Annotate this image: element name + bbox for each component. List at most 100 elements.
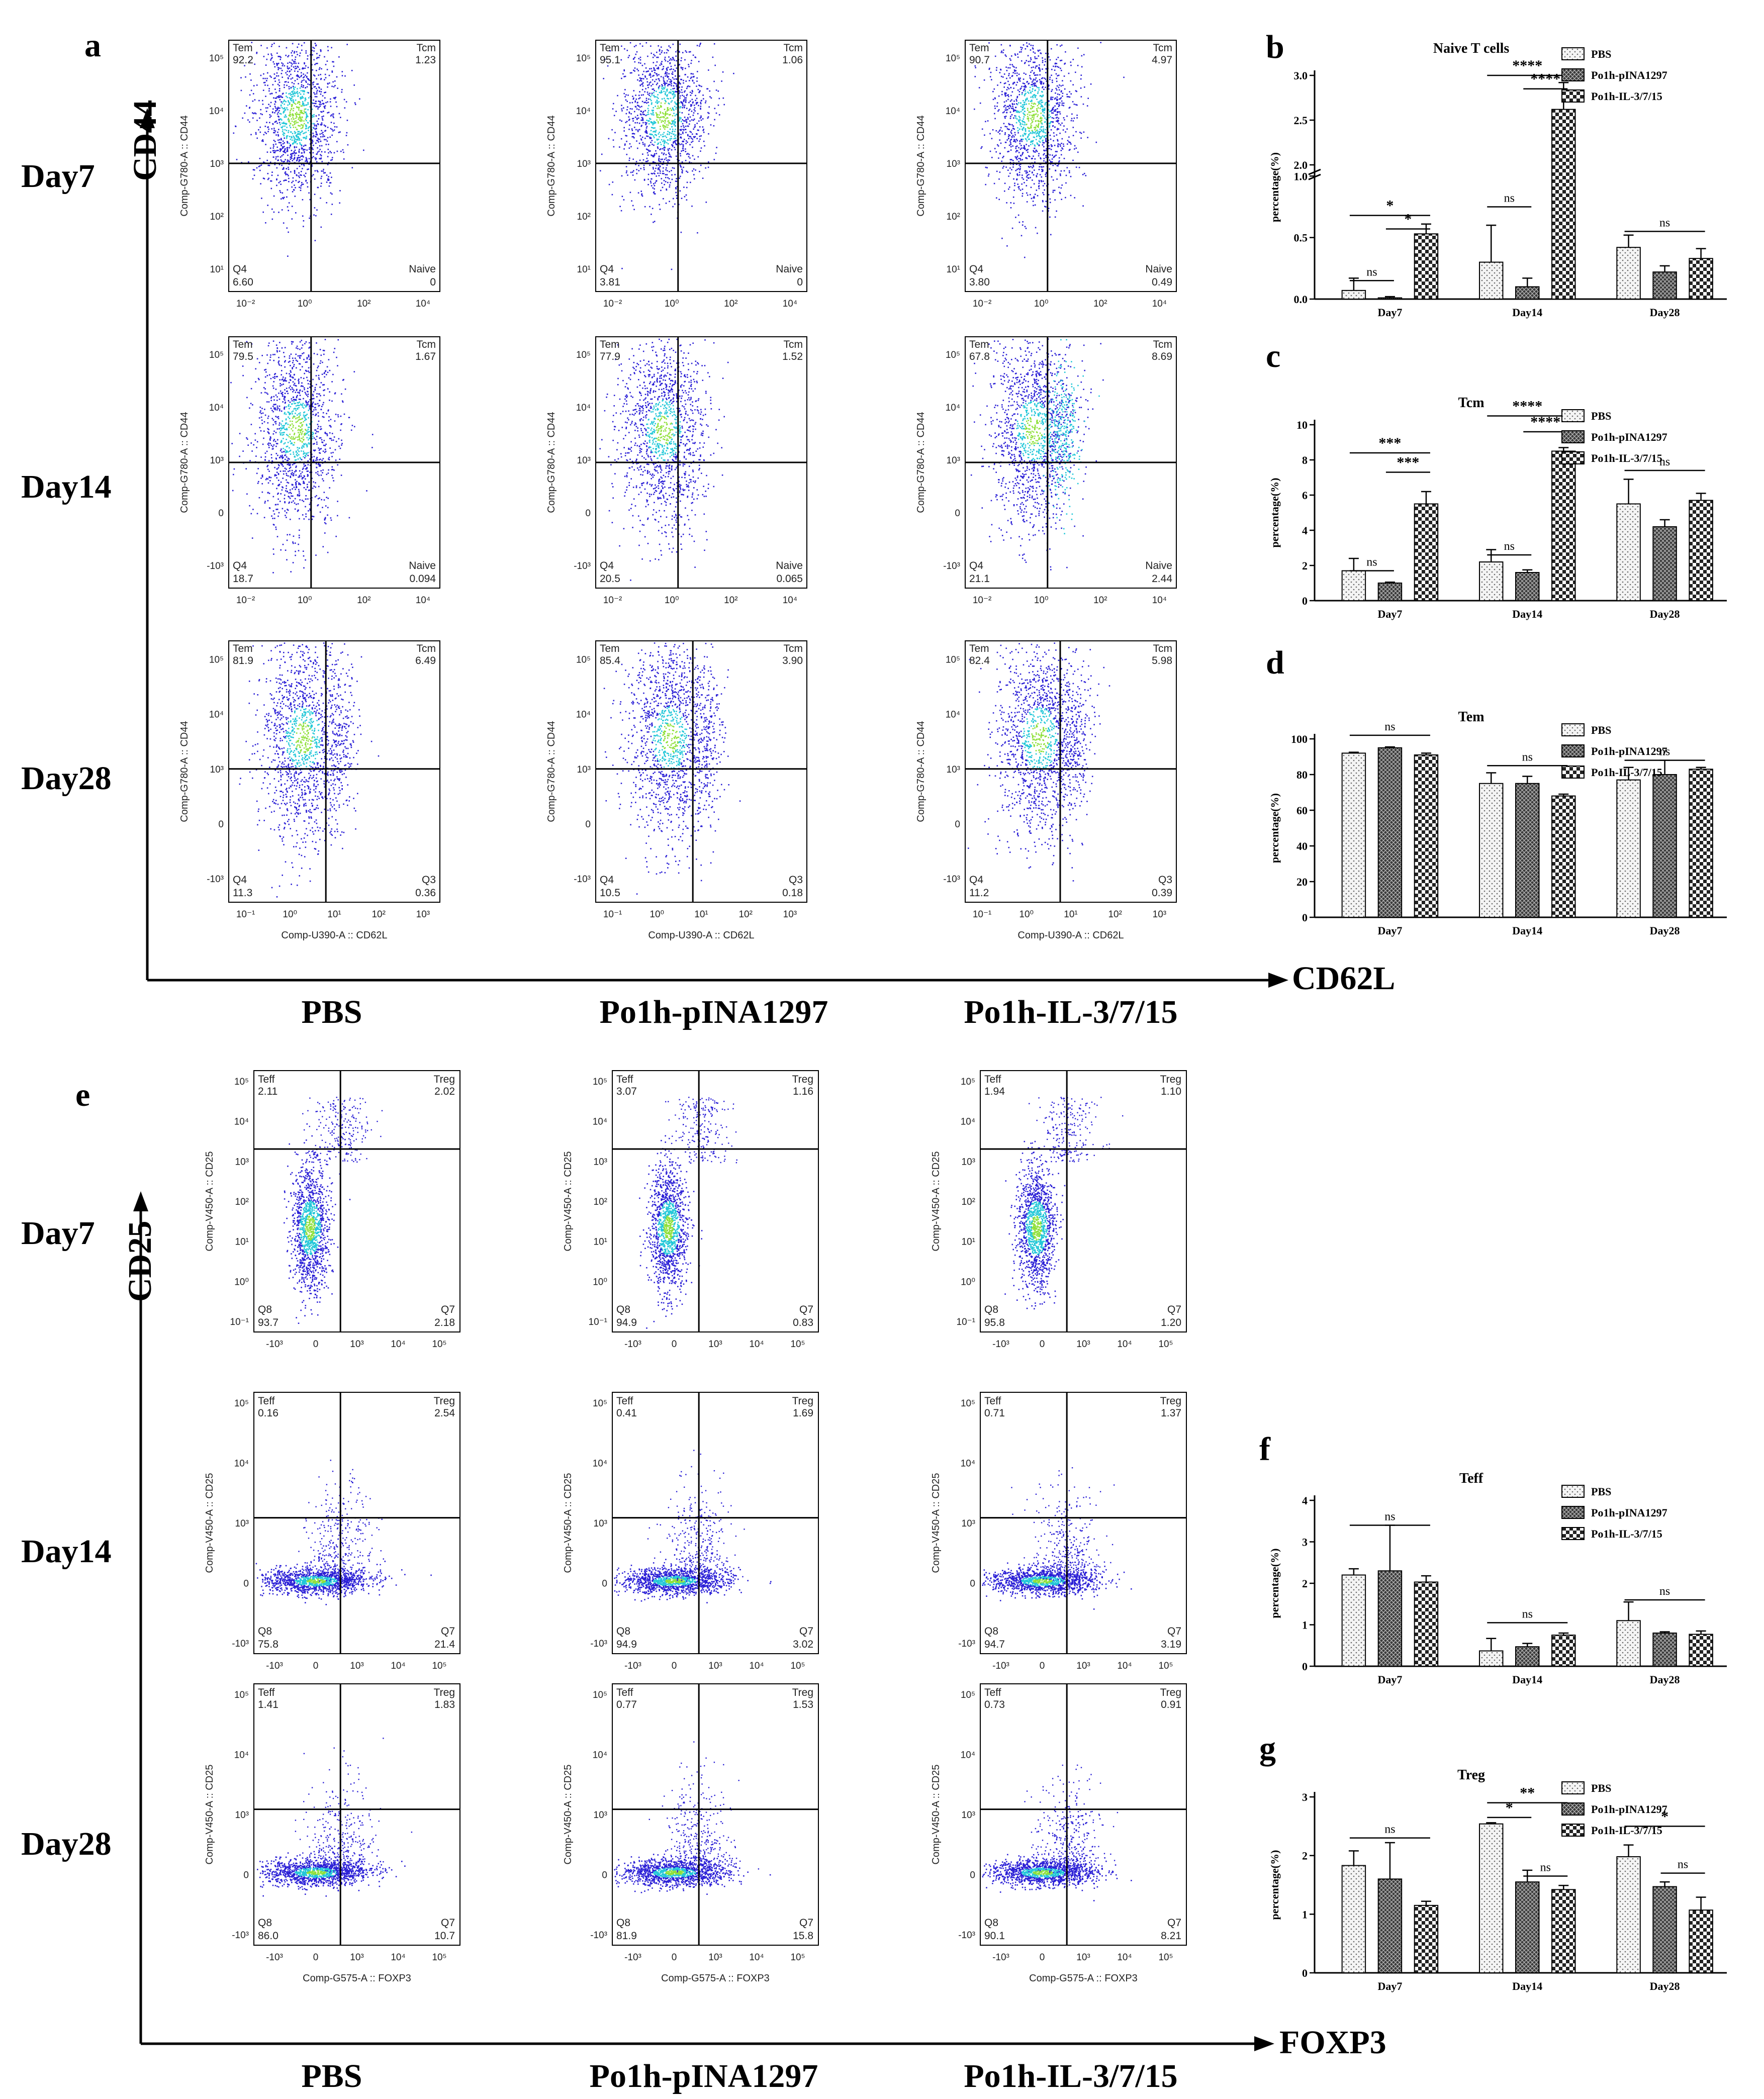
flow-dot — [307, 58, 308, 60]
flow-dot — [280, 149, 281, 150]
flow-dot — [630, 172, 632, 173]
flow-dot — [338, 132, 340, 133]
flow-dot — [281, 73, 283, 74]
flow-dot — [683, 120, 685, 122]
flow-dot — [692, 155, 694, 157]
flow-dot — [289, 125, 291, 127]
flow-dot — [292, 191, 294, 193]
flow-dot — [644, 91, 645, 92]
flow-dot — [344, 99, 345, 101]
flow-dot — [669, 201, 670, 203]
flow-dot — [637, 130, 639, 131]
flow-dot — [278, 79, 280, 81]
flow-dot — [1035, 82, 1036, 84]
flow-dot — [642, 74, 643, 75]
flow-dot — [1032, 108, 1033, 109]
flow-dot — [659, 204, 660, 206]
flow-dot — [671, 138, 673, 140]
flow-dot — [1004, 147, 1006, 149]
flow-dot — [1074, 148, 1075, 150]
flow-dot — [646, 98, 647, 100]
flow-dot — [291, 87, 292, 88]
flow-dot — [692, 134, 693, 135]
flow-dot — [325, 139, 327, 141]
flow-dot — [327, 83, 329, 85]
flow-dot — [699, 44, 701, 45]
flow-dot — [295, 66, 297, 67]
flow-dot — [1010, 144, 1012, 145]
flow-dot — [686, 140, 687, 142]
flow-dot — [271, 44, 273, 45]
flow-dot — [1066, 175, 1067, 176]
flow-dot — [306, 117, 307, 118]
flow-dot — [1045, 174, 1047, 175]
flow-dot — [1039, 188, 1040, 189]
flow-dot — [638, 105, 639, 107]
flow-dot — [316, 91, 318, 93]
flow-dot — [647, 136, 649, 137]
flow-dot — [300, 76, 302, 77]
flow-dot — [667, 117, 668, 119]
flow-dot — [281, 139, 282, 141]
flow-dot — [314, 207, 316, 209]
flow-dot — [1020, 87, 1022, 89]
flow-dot — [1040, 157, 1041, 159]
flow-dot — [275, 158, 276, 160]
flow-dot — [1038, 114, 1039, 116]
flow-dot — [256, 53, 257, 54]
flow-dot — [1033, 83, 1034, 84]
flow-dot — [273, 63, 275, 65]
flow-dot — [276, 167, 278, 169]
flow-dot — [295, 142, 297, 144]
flow-dot — [674, 60, 675, 61]
flow-dot — [667, 72, 668, 74]
flow-dot — [671, 85, 672, 86]
flow-y-axis-label: Comp-G780-A :: CD44 — [546, 115, 557, 216]
flow-dot — [1038, 67, 1040, 69]
flow-dot — [1052, 155, 1053, 156]
flow-dot — [1076, 148, 1077, 149]
flow-dot — [680, 106, 682, 108]
flow-dot — [1045, 87, 1046, 88]
flow-dot — [1049, 168, 1051, 170]
flow-dot — [662, 187, 664, 188]
flow-dot — [671, 83, 672, 84]
flow-dot — [664, 184, 665, 185]
flow-dot — [280, 181, 281, 182]
flow-dot — [337, 87, 338, 89]
flow-dot — [343, 158, 345, 160]
flow-dot — [1038, 87, 1040, 89]
flow-dot — [674, 122, 675, 123]
flow-dot — [1066, 128, 1068, 130]
flow-dot — [691, 76, 692, 78]
flow-dot — [676, 188, 677, 189]
flow-dot — [336, 141, 338, 143]
flow-dot — [670, 114, 671, 116]
flow-dot — [1051, 144, 1052, 146]
flow-dot — [682, 161, 683, 163]
flow-dot — [674, 82, 676, 84]
flow-dot — [317, 57, 318, 58]
flow-dot — [661, 139, 663, 141]
flow-y-tick-label: 10¹ — [577, 264, 591, 275]
flow-dot — [613, 146, 615, 148]
flow-dot — [296, 112, 298, 114]
flow-dot — [298, 172, 300, 174]
flow-dot — [691, 142, 692, 143]
flow-dot — [1032, 143, 1034, 145]
flow-dot — [667, 127, 669, 128]
flow-dot — [329, 75, 330, 76]
flow-dot — [294, 171, 296, 173]
flow-dot — [989, 68, 990, 69]
flow-dot — [329, 185, 330, 187]
flow-dot — [1035, 151, 1036, 153]
flow-dot — [287, 109, 289, 111]
flow-dot — [302, 90, 304, 91]
flow-dot — [1001, 131, 1003, 132]
flow-dot — [1012, 228, 1013, 229]
flow-dot — [301, 152, 303, 154]
flow-dot — [667, 69, 668, 70]
flow-dot — [320, 178, 322, 179]
flow-dot — [1057, 66, 1058, 67]
flow-dot — [996, 198, 997, 199]
